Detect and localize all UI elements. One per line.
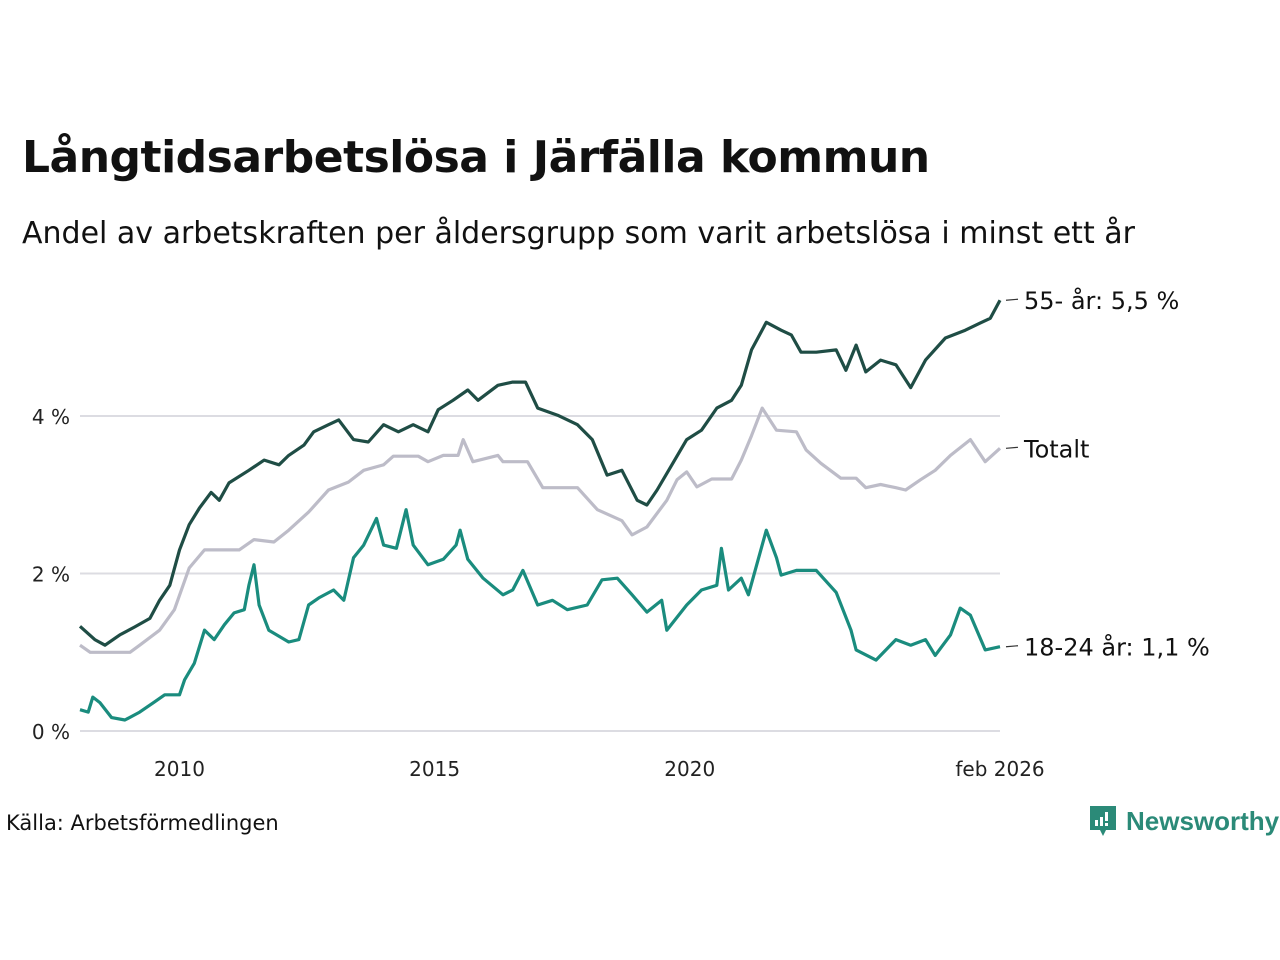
y-tick-label: 2 % [32,563,70,587]
source-note: Källa: Arbetsförmedlingen [6,811,279,835]
chart-title: Långtidsarbetslösa i Järfälla kommun [22,132,930,183]
newsworthy-logo: Newsworthy [1088,804,1279,838]
series-line-55-r [78,299,1002,647]
label-leader [1005,446,1019,449]
y-tick-label: 4 % [32,405,70,429]
x-tick-label: 2010 [154,757,205,781]
label-leader [1005,645,1019,648]
x-tick-label: 2015 [409,757,460,781]
series-end-label: Totalt [1023,435,1089,463]
series-end-label: 18-24 år: 1,1 % [1024,633,1210,662]
series-line-totalt [79,406,1002,654]
logo-text: Newsworthy [1126,805,1280,836]
newsworthy-logo-icon [1090,806,1116,836]
series-end-label: 55- år: 5,5 % [1024,286,1179,315]
series-line-18-24-r [79,508,1001,722]
y-tick-label: 0 % [32,720,70,744]
x-tick-label: 2020 [664,757,715,781]
x-tick-label: feb 2026 [955,757,1044,781]
label-leader [1005,298,1019,301]
chart-subtitle: Andel av arbetskraften per åldersgrupp s… [22,216,1135,251]
